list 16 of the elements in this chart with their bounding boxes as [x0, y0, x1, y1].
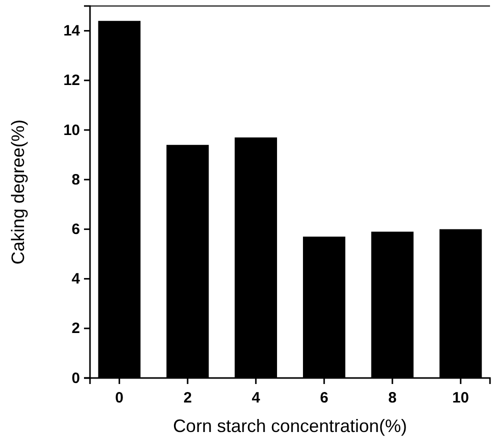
x-tick-label: 8 — [388, 390, 397, 407]
y-tick-label: 10 — [63, 122, 80, 139]
y-tick-label: 12 — [63, 72, 80, 90]
y-tick-label: 2 — [72, 320, 80, 338]
x-tick-label: 4 — [252, 390, 261, 407]
x-tick-label: 10 — [452, 390, 469, 407]
x-tick-label: 0 — [115, 390, 124, 407]
y-axis-title: Caking degree(%) — [8, 119, 28, 265]
x-tick-label: 6 — [320, 390, 328, 407]
x-axis-title: Corn starch concentration(%) — [172, 416, 408, 436]
y-tick-label: 4 — [72, 270, 81, 288]
y-tick-label: 14 — [63, 22, 81, 40]
x-tick-label: 2 — [183, 390, 192, 407]
y-tick-label: 0 — [72, 370, 80, 387]
y-tick-label: 6 — [72, 221, 80, 238]
y-tick-label: 8 — [72, 171, 80, 188]
